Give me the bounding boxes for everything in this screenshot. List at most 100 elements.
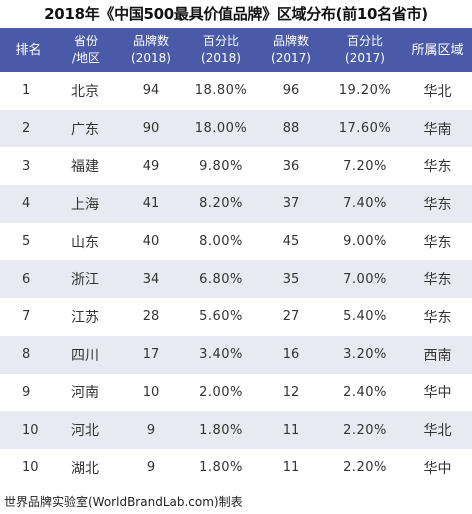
table-row: 7 江苏 28 5.60% 27 5.40% 华东 — [0, 298, 472, 336]
cell-percent-2017: 3.20% — [327, 335, 403, 374]
cell-province: 河南 — [57, 373, 115, 412]
cell-brands-2017: 35 — [255, 260, 327, 299]
cell-percent-2017: 7.20% — [327, 147, 403, 186]
table-row: 5 山东 40 8.00% 45 9.00% 华东 — [0, 222, 472, 261]
cell-rank: 9 — [0, 373, 57, 412]
cell-brands-2018: 94 — [115, 72, 187, 110]
cell-region: 华中 — [403, 373, 472, 412]
cell-rank: 6 — [0, 260, 57, 299]
table-row: 3 福建 49 9.80% 36 7.20% 华东 — [0, 147, 472, 186]
cell-brands-2018: 49 — [115, 147, 187, 186]
table-row: 4 上海 41 8.20% 37 7.40% 华东 — [0, 185, 472, 223]
cell-rank: 8 — [0, 335, 57, 374]
cell-brands-2018: 17 — [115, 335, 187, 374]
table-row: 6 浙江 34 6.80% 35 7.00% 华东 — [0, 260, 472, 299]
cell-region: 华南 — [403, 109, 472, 148]
source-footnote: 世界品牌实验室(WorldBrandLab.com)制表 — [4, 495, 243, 509]
cell-percent-2017: 2.40% — [327, 373, 403, 412]
cell-province: 湖北 — [57, 448, 115, 487]
cell-percent-2018: 1.80% — [187, 448, 255, 487]
table-row: 10 河北 9 1.80% 11 2.20% 华北 — [0, 411, 472, 449]
cell-percent-2018: 18.80% — [187, 72, 255, 110]
cell-percent-2018: 3.40% — [187, 335, 255, 374]
cell-region: 华东 — [403, 147, 472, 186]
cell-brands-2017: 45 — [255, 222, 327, 261]
header-rank: 排名 — [0, 28, 57, 72]
cell-brands-2018: 28 — [115, 298, 187, 336]
cell-region: 华中 — [403, 448, 472, 487]
cell-percent-2018: 9.80% — [187, 147, 255, 186]
cell-brands-2018: 10 — [115, 373, 187, 412]
cell-percent-2017: 2.20% — [327, 411, 403, 449]
header-percent-2017: 百分比 (2017) — [327, 28, 403, 72]
cell-rank: 4 — [0, 185, 57, 223]
cell-rank: 1 — [0, 72, 57, 110]
cell-percent-2017: 7.40% — [327, 185, 403, 223]
cell-percent-2017: 7.00% — [327, 260, 403, 299]
cell-rank: 10 — [0, 448, 57, 487]
cell-brands-2017: 12 — [255, 373, 327, 412]
cell-percent-2017: 17.60% — [327, 109, 403, 148]
cell-brands-2018: 41 — [115, 185, 187, 223]
cell-region: 华东 — [403, 222, 472, 261]
cell-brands-2017: 16 — [255, 335, 327, 374]
cell-province: 浙江 — [57, 260, 115, 299]
header-brands-2017: 品牌数 (2017) — [255, 28, 327, 72]
cell-region: 华东 — [403, 298, 472, 336]
cell-brands-2017: 88 — [255, 109, 327, 148]
cell-region: 华东 — [403, 185, 472, 223]
cell-region: 华北 — [403, 72, 472, 110]
header-province: 省份 /地区 — [57, 28, 115, 72]
cell-percent-2018: 18.00% — [187, 109, 255, 148]
table-row: 10 湖北 9 1.80% 11 2.20% 华中 — [0, 448, 472, 487]
cell-percent-2017: 5.40% — [327, 298, 403, 336]
cell-percent-2018: 2.00% — [187, 373, 255, 412]
table-row: 8 四川 17 3.40% 16 3.20% 西南 — [0, 335, 472, 374]
table-row: 1 北京 94 18.80% 96 19.20% 华北 — [0, 72, 472, 110]
cell-province: 河北 — [57, 411, 115, 449]
cell-brands-2018: 9 — [115, 411, 187, 449]
cell-rank: 10 — [0, 411, 57, 449]
header-row: 排名 省份 /地区 品牌数 (2018) 百分比 (2018) 品牌数 (201… — [0, 28, 472, 72]
cell-percent-2018: 8.20% — [187, 185, 255, 223]
cell-brands-2018: 40 — [115, 222, 187, 261]
cell-province: 福建 — [57, 147, 115, 186]
cell-brands-2018: 9 — [115, 448, 187, 487]
cell-brands-2017: 11 — [255, 448, 327, 487]
cell-brands-2017: 27 — [255, 298, 327, 336]
cell-percent-2017: 19.20% — [327, 72, 403, 110]
cell-brands-2018: 34 — [115, 260, 187, 299]
header-region: 所属区域 — [403, 28, 472, 72]
cell-rank: 3 — [0, 147, 57, 186]
cell-region: 华北 — [403, 411, 472, 449]
cell-rank: 5 — [0, 222, 57, 261]
table-body: 1 北京 94 18.80% 96 19.20% 华北 2 广东 90 18.0… — [0, 72, 472, 487]
cell-rank: 7 — [0, 298, 57, 336]
cell-region: 华东 — [403, 260, 472, 299]
cell-percent-2018: 8.00% — [187, 222, 255, 261]
cell-brands-2017: 36 — [255, 147, 327, 186]
header-percent-2018: 百分比 (2018) — [187, 28, 255, 72]
cell-province: 江苏 — [57, 298, 115, 336]
cell-rank: 2 — [0, 109, 57, 148]
table-row: 9 河南 10 2.00% 12 2.40% 华中 — [0, 373, 472, 412]
cell-brands-2017: 96 — [255, 72, 327, 110]
cell-brands-2017: 11 — [255, 411, 327, 449]
cell-province: 广东 — [57, 109, 115, 148]
cell-region: 西南 — [403, 335, 472, 374]
table-row: 2 广东 90 18.00% 88 17.60% 华南 — [0, 109, 472, 148]
cell-percent-2017: 9.00% — [327, 222, 403, 261]
cell-province: 山东 — [57, 222, 115, 261]
cell-percent-2018: 6.80% — [187, 260, 255, 299]
cell-percent-2017: 2.20% — [327, 448, 403, 487]
cell-brands-2018: 90 — [115, 109, 187, 148]
cell-province: 北京 — [57, 72, 115, 110]
brand-distribution-table: 排名 省份 /地区 品牌数 (2018) 百分比 (2018) 品牌数 (201… — [0, 28, 472, 487]
header-brands-2018: 品牌数 (2018) — [115, 28, 187, 72]
table-title: 2018年《中国500最具价值品牌》区域分布(前10名省市) — [44, 5, 428, 23]
cell-province: 上海 — [57, 185, 115, 223]
cell-province: 四川 — [57, 335, 115, 374]
cell-percent-2018: 1.80% — [187, 411, 255, 449]
cell-percent-2018: 5.60% — [187, 298, 255, 336]
